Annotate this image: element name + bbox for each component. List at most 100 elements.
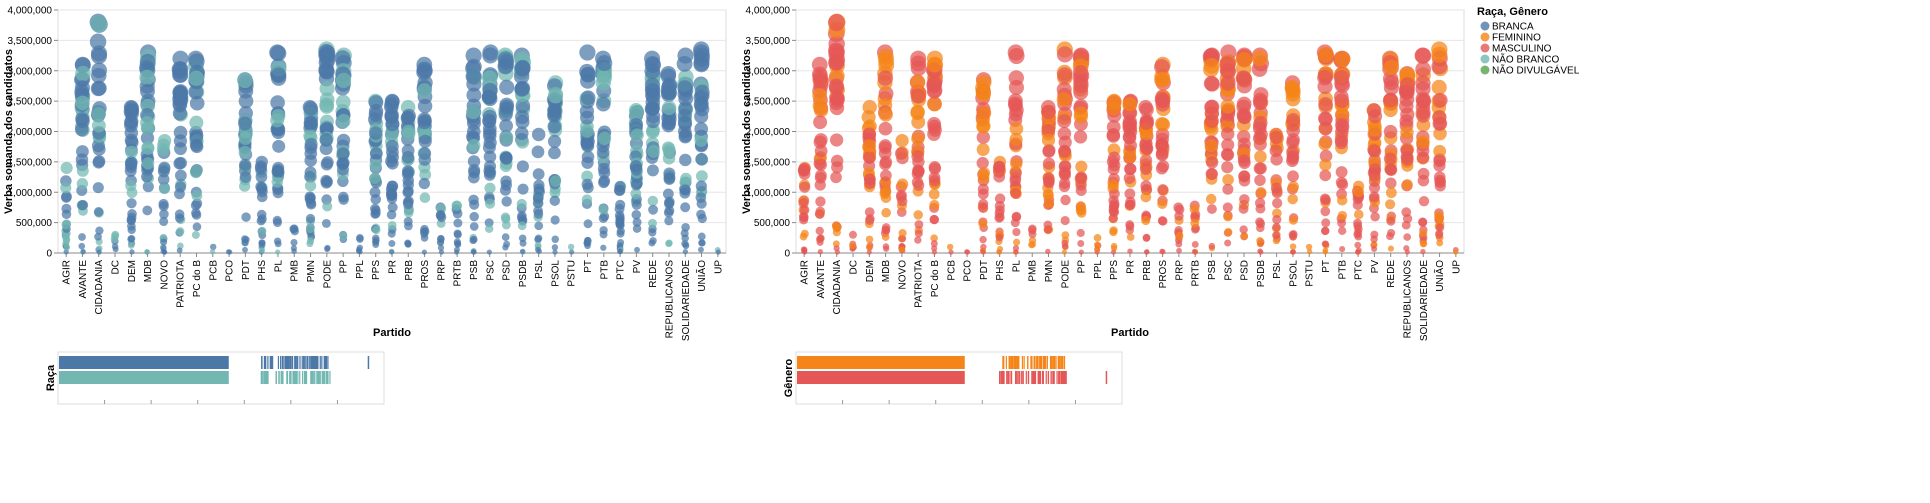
y-tick-label: 3,000,000: [8, 66, 53, 77]
data-point: [648, 218, 657, 228]
data-point: [271, 165, 284, 178]
overview-tick-mark: [265, 356, 267, 369]
data-point: [501, 196, 512, 207]
data-point: [629, 104, 644, 120]
data-point: [484, 182, 496, 194]
data-point: [1010, 218, 1020, 228]
data-point: [665, 240, 673, 248]
data-point: [995, 233, 1004, 242]
data-point: [862, 150, 876, 164]
data-point: [140, 115, 154, 130]
data-point: [550, 215, 560, 225]
data-point: [1416, 94, 1431, 109]
data-point: [1206, 168, 1218, 180]
x-tick-label: PSL: [1272, 260, 1283, 279]
data-point: [682, 242, 690, 250]
x-tick-label: SOLIDARIEDADE: [681, 260, 692, 341]
overview-tick-mark: [310, 371, 312, 384]
data-point: [1013, 249, 1019, 255]
y-tick-label: 1,000,000: [8, 188, 53, 199]
overview-band-masculino: [797, 371, 965, 384]
x-tick-label: PC do B: [192, 260, 203, 298]
data-point: [515, 126, 529, 140]
data-point: [1073, 130, 1088, 144]
data-point: [583, 236, 592, 245]
x-tick-label: PSOL: [1288, 260, 1299, 287]
overview-strip[interactable]: Raça: [45, 351, 385, 405]
x-tick-label: NOVO: [897, 260, 908, 290]
overview-strip[interactable]: Gênero: [783, 351, 1123, 405]
data-point: [1154, 72, 1170, 88]
data-point: [270, 45, 287, 62]
overview-tick-mark: [1006, 371, 1008, 384]
overview-tick-mark: [286, 356, 288, 369]
data-point: [1236, 72, 1253, 88]
overview-tick-mark: [1062, 356, 1064, 369]
data-point: [417, 112, 432, 127]
data-point: [661, 141, 675, 155]
data-point: [239, 158, 252, 171]
data-point: [1385, 199, 1396, 210]
data-point: [404, 240, 412, 248]
data-point: [305, 192, 316, 204]
data-point: [694, 122, 709, 136]
overview-tick-mark: [290, 356, 292, 369]
x-tick-label: PSC: [1223, 260, 1234, 281]
y-tick-label: 2,000,000: [8, 127, 53, 138]
data-point: [1416, 151, 1430, 164]
overview-tick-mark: [261, 356, 263, 369]
data-point: [305, 213, 316, 224]
data-point: [1140, 180, 1152, 192]
data-point: [1139, 116, 1154, 131]
data-point: [190, 165, 203, 178]
data-point: [386, 157, 399, 170]
data-point: [319, 81, 335, 97]
data-point: [1400, 144, 1414, 158]
overview-tick-mark: [1008, 356, 1010, 369]
data-point: [1287, 193, 1298, 205]
data-point: [385, 139, 399, 153]
data-point: [1222, 183, 1234, 195]
data-point: [1319, 149, 1333, 163]
data-point: [1288, 215, 1298, 225]
data-point: [270, 67, 287, 84]
data-point: [648, 239, 656, 247]
data-point: [1059, 166, 1071, 178]
overview-tick-mark: [1013, 356, 1016, 369]
data-point: [91, 118, 106, 133]
data-point: [615, 220, 625, 230]
data-point: [272, 218, 282, 228]
data-point: [696, 170, 708, 182]
data-point: [1155, 162, 1168, 175]
data-point: [1174, 204, 1185, 215]
data-point: [125, 179, 137, 192]
data-point: [95, 226, 104, 235]
x-tick-label: PSL: [534, 260, 545, 279]
data-point: [1124, 163, 1137, 176]
data-point: [499, 99, 514, 115]
x-tick-label: CIDADANIA: [832, 260, 843, 315]
data-point: [1158, 216, 1168, 226]
x-tick-label: PRB: [404, 260, 415, 281]
legend-swatch: [1480, 65, 1490, 75]
x-tick-label: DC: [111, 260, 122, 274]
data-point: [370, 194, 382, 205]
overview-tick-mark: [1042, 371, 1044, 384]
overview-tick-mark: [321, 356, 323, 369]
overview-tick-mark: [1015, 371, 1017, 384]
x-tick-label: UNIÃO: [695, 260, 708, 292]
data-point: [581, 194, 593, 205]
data-point: [580, 124, 594, 138]
data-point: [1254, 174, 1266, 187]
data-point: [1175, 231, 1184, 240]
data-point: [1139, 154, 1153, 167]
data-point: [418, 147, 432, 160]
data-point: [1385, 177, 1397, 189]
data-point: [1367, 103, 1382, 118]
data-point: [865, 215, 875, 225]
data-point: [1139, 136, 1153, 151]
data-point: [1436, 239, 1444, 247]
data-point: [110, 235, 119, 243]
data-point: [978, 198, 989, 210]
data-point: [1319, 193, 1331, 205]
